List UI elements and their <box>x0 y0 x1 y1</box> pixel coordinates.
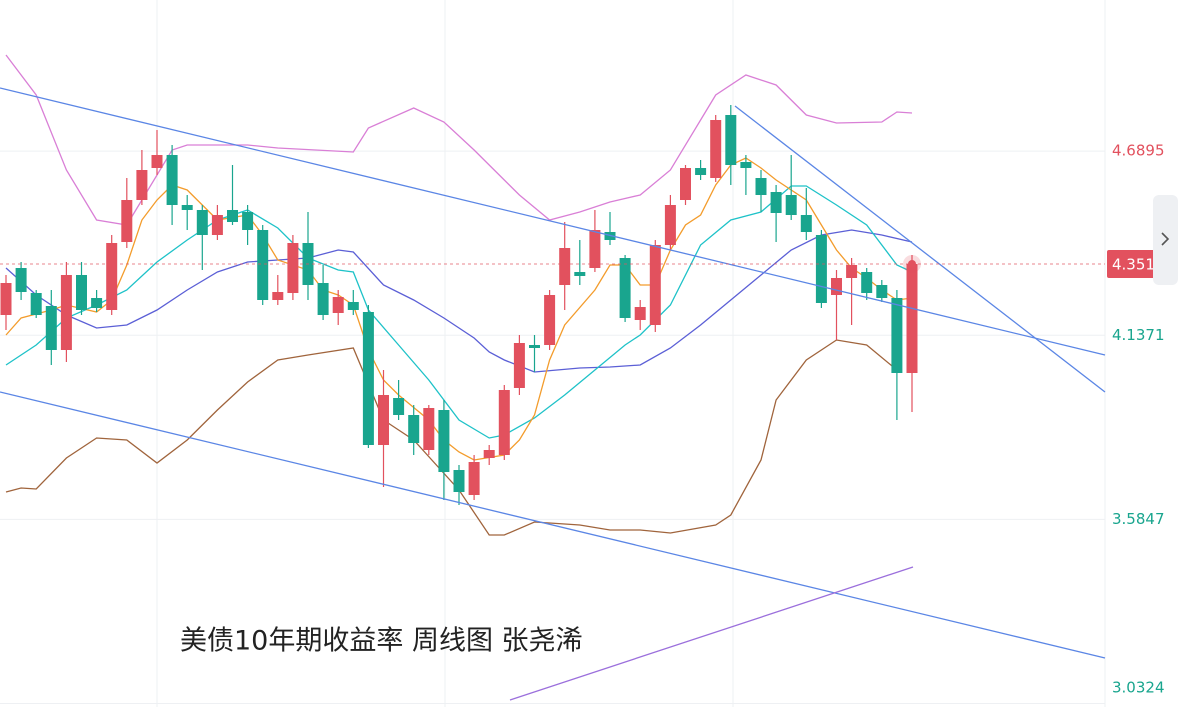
candle-body <box>378 395 389 445</box>
candle-body <box>483 450 495 458</box>
candle-body <box>76 275 87 310</box>
candle-body <box>619 258 631 318</box>
candle-body <box>468 462 480 495</box>
candle-body <box>423 408 435 450</box>
trend-line <box>0 391 1106 659</box>
candle-body <box>664 205 676 245</box>
candle-body <box>362 312 374 445</box>
candle-body <box>770 192 782 213</box>
candle-body <box>755 178 767 195</box>
candle-body <box>91 298 103 308</box>
trend-line <box>509 566 914 701</box>
candle-body <box>815 235 827 303</box>
y-tick-label: 4.1371 <box>1112 326 1165 344</box>
candle-body <box>906 264 918 373</box>
candle-body <box>544 295 556 345</box>
candle-body <box>272 292 284 300</box>
candle-body <box>287 243 299 293</box>
candle-body <box>0 283 12 315</box>
candle-body <box>710 120 722 178</box>
candle-body <box>800 215 812 232</box>
y-tick-label: 4.6895 <box>1112 142 1165 160</box>
y-tick-label: 3.5847 <box>1112 510 1165 528</box>
candle-body <box>347 302 359 310</box>
candle-body <box>453 470 465 492</box>
candle-body <box>181 205 193 210</box>
trend-line <box>734 105 1106 393</box>
candle-body <box>393 398 405 415</box>
candle-body <box>529 345 540 348</box>
candle-body <box>861 272 873 293</box>
trend-line <box>0 87 1106 356</box>
candle-body <box>166 155 178 205</box>
candle-body <box>211 215 223 235</box>
candle-body <box>317 283 329 315</box>
side-tab-arrow[interactable] <box>1161 232 1170 246</box>
candle-body <box>831 278 842 295</box>
candle-body <box>30 293 42 315</box>
candle-body <box>408 415 420 443</box>
candle-body <box>121 200 133 242</box>
candle-body <box>574 272 586 276</box>
candle-body <box>846 265 858 278</box>
candle-body <box>242 212 254 230</box>
last-price-label: 4.3510 <box>1112 256 1165 274</box>
candle-body <box>559 248 571 285</box>
candle-body <box>106 243 118 310</box>
candle-body <box>725 115 737 165</box>
candle-body <box>891 298 903 373</box>
y-axis: 3.0324 3.5847 4.1371 4.6895 4.3510 <box>0 142 1175 697</box>
candle-body <box>136 170 148 200</box>
candle-body <box>589 230 601 268</box>
candle-body <box>740 162 752 168</box>
indicator-line <box>5 229 913 373</box>
candle-body <box>680 168 691 200</box>
last-price-dot <box>908 260 916 268</box>
candle-body <box>513 343 525 388</box>
candles <box>0 105 918 505</box>
vertical-grid <box>156 0 1106 707</box>
candle-body <box>695 168 707 175</box>
candle-body <box>649 245 661 325</box>
indicator-lines <box>5 54 913 536</box>
candle-body <box>438 410 450 472</box>
candle-body <box>45 306 57 350</box>
candle-body <box>332 297 344 313</box>
indicator-line <box>5 339 898 536</box>
candle-body <box>876 285 888 298</box>
candle-body <box>60 275 72 350</box>
side-tab[interactable] <box>1153 195 1178 285</box>
y-tick-label: 3.0324 <box>1112 679 1165 697</box>
candle-body <box>498 390 510 455</box>
candle-body <box>257 230 269 300</box>
candle-body <box>785 195 797 215</box>
candle-body <box>15 268 27 292</box>
trend-lines <box>0 87 1106 701</box>
candle-body <box>151 155 163 168</box>
side-tab-bg[interactable] <box>1153 195 1178 285</box>
horizontal-grid <box>0 150 1105 705</box>
chart-title: 美债10年期收益率 周线图 张尧浠 <box>180 626 583 657</box>
candle-body <box>227 210 238 222</box>
candle-body <box>196 210 208 235</box>
candle-body <box>634 307 646 320</box>
